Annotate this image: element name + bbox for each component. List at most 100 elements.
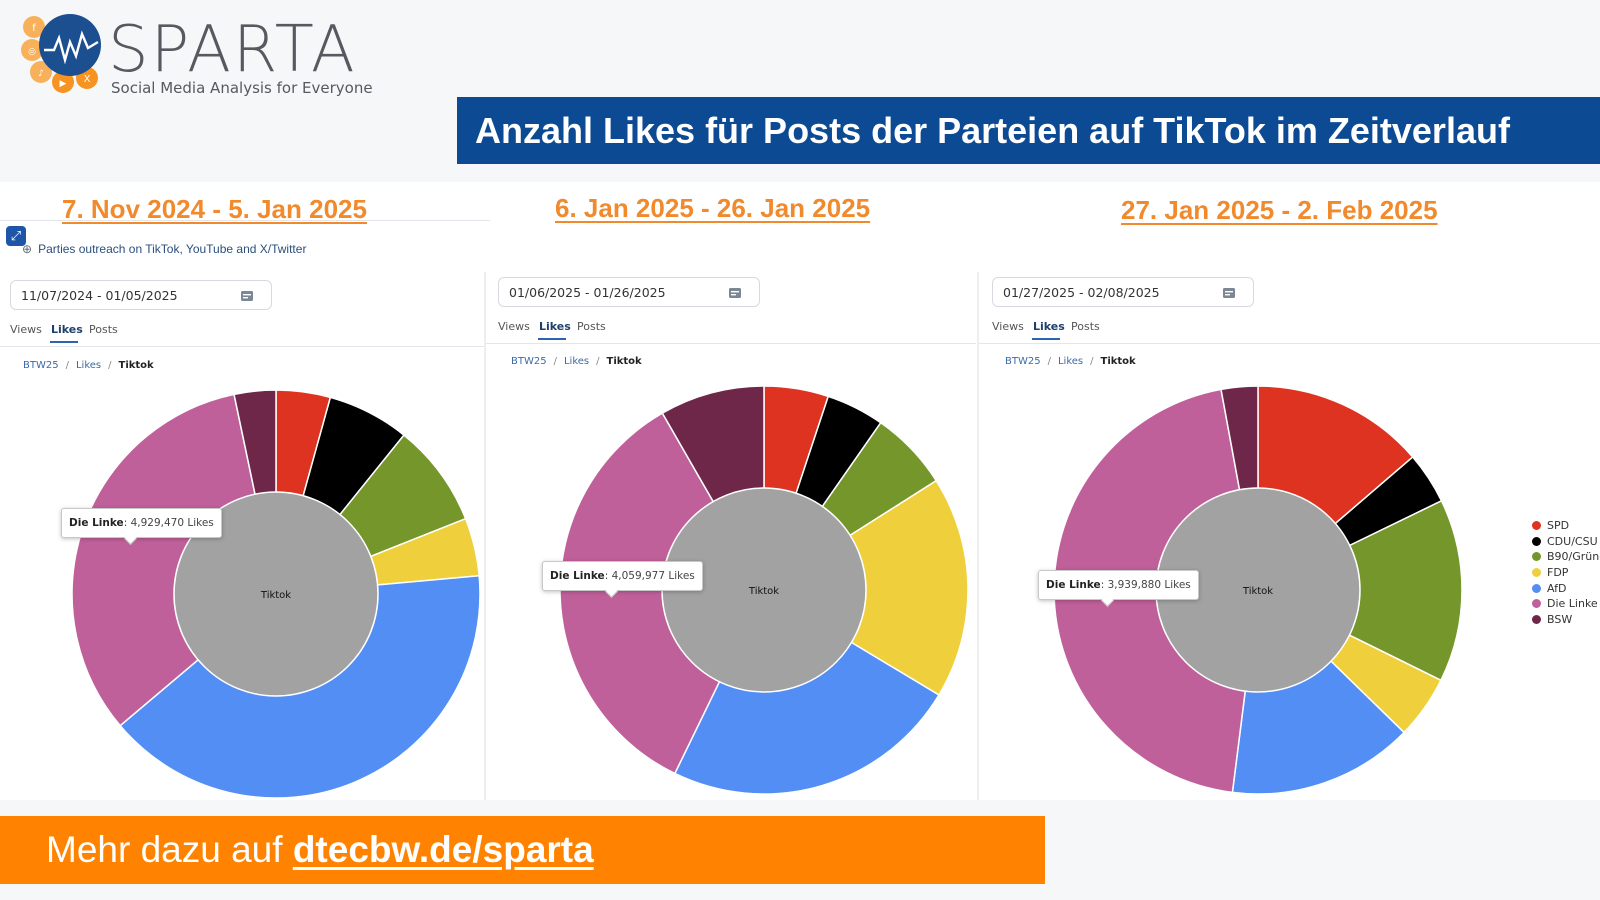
breadcrumb-current: Tiktok (1100, 356, 1136, 367)
legend-swatch (1532, 599, 1541, 609)
date-range-input-3[interactable]: 01/27/2025 - 02/08/2025 (992, 277, 1254, 307)
period-label-3: 27. Jan 2025 - 2. Feb 2025 (1121, 195, 1438, 225)
legend-label: CDU/CSU (1547, 534, 1598, 548)
legend-item-die-linke[interactable]: Die Linke (1532, 596, 1600, 612)
legend-label: FDP (1547, 566, 1569, 580)
tab-divider-1 (0, 346, 484, 347)
tab-posts[interactable]: Posts (1071, 320, 1100, 333)
breadcrumb-current: Tiktok (606, 356, 642, 367)
legend-item-afd[interactable]: AfD (1532, 581, 1600, 597)
svg-text:◎: ◎ (28, 47, 36, 57)
legend-swatch (1532, 552, 1541, 562)
tab-divider-3 (979, 343, 1600, 344)
tab-likes[interactable]: Likes (539, 320, 571, 333)
legend-swatch (1532, 536, 1541, 546)
legend-label: BSW (1547, 613, 1573, 627)
legend-label: Die Linke (1547, 597, 1598, 611)
legend-item-b90-gr-ne[interactable]: B90/Grüne (1532, 549, 1600, 565)
date-range-value: 01/27/2025 - 02/08/2025 (1003, 285, 1160, 300)
expand-icon[interactable]: ⤢ (6, 226, 26, 246)
tab-views[interactable]: Views (992, 320, 1024, 333)
date-range-value: 11/07/2024 - 01/05/2025 (21, 288, 178, 303)
donut-center-label: Tiktok (1242, 586, 1273, 597)
breadcrumb-current: Tiktok (118, 360, 154, 371)
breadcrumb-btw25[interactable]: BTW25 (1005, 356, 1041, 367)
donut-chart-3: Tiktok (1053, 385, 1463, 795)
breadcrumb-likes[interactable]: Likes (563, 356, 590, 367)
legend-item-bsw[interactable]: BSW (1532, 612, 1600, 628)
date-range-input-1[interactable]: 11/07/2024 - 01/05/2025 (10, 280, 272, 310)
tab-likes[interactable]: Likes (1033, 320, 1065, 333)
date-range-input-2[interactable]: 01/06/2025 - 01/26/2025 (498, 277, 760, 307)
tab-views[interactable]: Views (498, 320, 530, 333)
tooltip-value: 4,059,977 Likes (611, 570, 695, 582)
legend-swatch (1532, 583, 1541, 593)
svg-text:f: f (32, 23, 36, 34)
tooltip-value: 3,939,880 Likes (1107, 579, 1191, 591)
legend-label: SPD (1547, 519, 1570, 532)
breadcrumb-likes[interactable]: Likes (1057, 356, 1084, 367)
period-label-1: 7. Nov 2024 - 5. Jan 2025 (62, 194, 367, 224)
svg-text:▶: ▶ (60, 79, 67, 89)
legend-item-fdp[interactable]: FDP (1532, 565, 1600, 581)
tab-active-underline (1032, 338, 1060, 340)
tab-posts[interactable]: Posts (89, 323, 118, 336)
charts-area: 7. Nov 2024 - 5. Jan 2025 6. Jan 2025 - … (0, 182, 1600, 800)
donut-chart-2: Tiktok (559, 385, 969, 795)
tab-bar-1: Views Likes Posts (10, 323, 480, 345)
page-title: Anzahl Likes für Posts der Parteien auf … (475, 110, 1510, 151)
tab-divider-2 (486, 343, 976, 344)
breadcrumb-likes[interactable]: Likes (75, 360, 102, 371)
calendar-icon[interactable] (729, 288, 741, 298)
legend-item-spd[interactable]: SPD (1532, 518, 1600, 534)
svg-text:♪: ♪ (38, 69, 44, 79)
legend-label: B90/Grüne (1547, 550, 1600, 564)
social-icons-cluster: f ◎ ♪ ▶ X (21, 14, 101, 93)
date-range-value: 01/06/2025 - 01/26/2025 (509, 285, 666, 300)
tooltip-1: Die Linke: 4,929,470 Likes (61, 508, 222, 538)
tab-active-underline (538, 338, 566, 340)
legend-swatch (1532, 615, 1541, 625)
donut-center-label: Tiktok (260, 590, 291, 601)
title-banner: Anzahl Likes für Posts der Parteien auf … (457, 97, 1600, 164)
source-line: ⊕ Parties outreach on TikTok, YouTube and… (22, 242, 306, 256)
tab-bar-3: Views Likes Posts (992, 320, 1462, 342)
legend-swatch (1532, 568, 1541, 578)
tooltip-party: Die Linke (1046, 579, 1101, 591)
donut-chart-1: Tiktok (71, 389, 481, 799)
divider-top (0, 220, 490, 221)
tab-active-underline (50, 341, 78, 343)
breadcrumb-2: BTW25/Likes / Tiktok (511, 356, 642, 367)
sparta-logo: f ◎ ♪ ▶ X SPARTA Social Media Analysis f… (18, 12, 398, 102)
donut-center (173, 491, 379, 697)
cta-link[interactable]: dtecbw.de/sparta (292, 829, 594, 870)
breadcrumb-btw25[interactable]: BTW25 (23, 360, 59, 371)
tooltip-value: 4,929,470 Likes (130, 517, 214, 529)
tooltip-3: Die Linke: 3,939,880 Likes (1038, 570, 1199, 600)
globe-icon: ⊕ (22, 242, 33, 256)
tab-posts[interactable]: Posts (577, 320, 606, 333)
tooltip-2: Die Linke: 4,059,977 Likes (542, 561, 703, 591)
svg-text:X: X (84, 74, 91, 85)
cta-text: Mehr dazu auf dtecbw.de/sparta (46, 816, 594, 884)
tooltip-party: Die Linke (69, 517, 124, 529)
legend-item-cdu-csu[interactable]: CDU/CSU (1532, 534, 1600, 550)
donut-center-label: Tiktok (748, 586, 779, 597)
period-label-2: 6. Jan 2025 - 26. Jan 2025 (555, 193, 871, 223)
calendar-icon[interactable] (241, 291, 253, 301)
cta-banner: Mehr dazu auf dtecbw.de/sparta (0, 816, 1045, 884)
tab-bar-2: Views Likes Posts (498, 320, 968, 342)
breadcrumb-3: BTW25/Likes / Tiktok (1005, 356, 1136, 367)
legend-swatch (1532, 521, 1541, 530)
source-line-text: Parties outreach on TikTok, YouTube and … (38, 242, 307, 256)
breadcrumb-btw25[interactable]: BTW25 (511, 356, 547, 367)
tooltip-party: Die Linke (550, 570, 605, 582)
tab-likes[interactable]: Likes (51, 323, 83, 336)
legend-label: AfD (1547, 581, 1567, 595)
calendar-icon[interactable] (1223, 288, 1235, 298)
panel-separator-2 (977, 272, 979, 800)
cta-prefix: Mehr dazu auf (46, 829, 293, 870)
tab-views[interactable]: Views (10, 323, 42, 336)
logo-tagline: Social Media Analysis for Everyone (111, 79, 373, 97)
